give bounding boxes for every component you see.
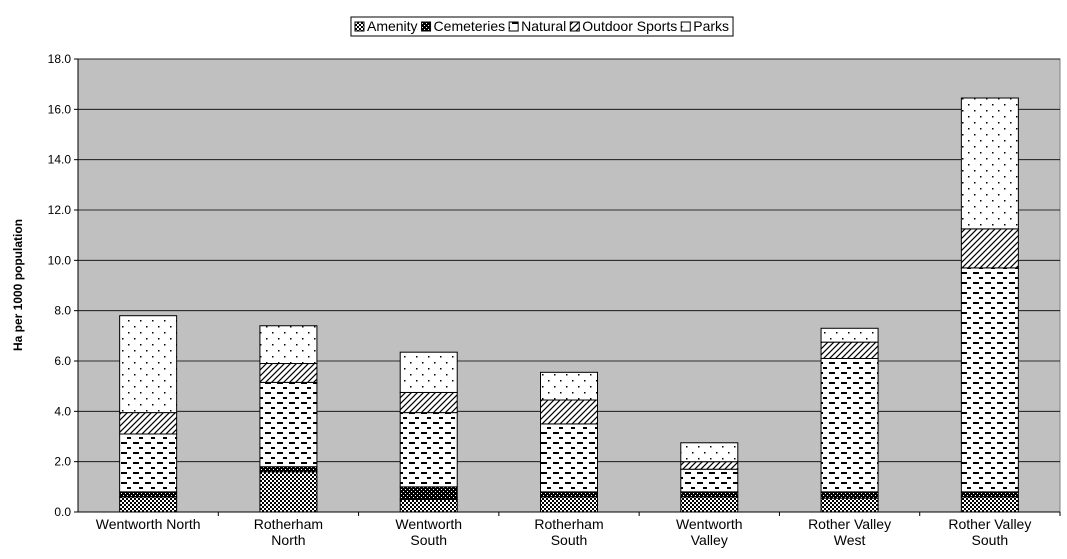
bar-segment — [119, 491, 178, 498]
y-tick-label: 12.0 — [48, 203, 72, 217]
bar-segment — [680, 442, 739, 463]
bar-segment — [119, 315, 178, 414]
bar-segment — [820, 357, 879, 493]
x-tick-label: Rother Valley West — [808, 516, 891, 548]
y-tick-label: 2.0 — [54, 455, 71, 469]
bar-segment — [820, 341, 879, 359]
legend-swatch — [680, 21, 691, 32]
bar-segment — [960, 267, 1019, 493]
legend-label: Outdoor Sports — [582, 18, 677, 34]
x-tick-label: Wentworth Valley — [676, 516, 743, 548]
bar-segment — [259, 381, 318, 468]
y-tick-label: 10.0 — [48, 253, 72, 267]
legend: Amenity Cemeteries Natural Outdoor Sports Pa… — [350, 16, 734, 37]
x-tick-label: Rotherham North — [254, 516, 323, 548]
bar-segment — [119, 433, 178, 493]
x-tick-label: Wentworth North — [96, 516, 201, 532]
y-tick-label: 16.0 — [48, 102, 72, 116]
y-tick-label: 4.0 — [54, 404, 71, 418]
bar-segment — [540, 371, 598, 401]
bar-segment — [399, 486, 458, 500]
bar-segment — [259, 325, 318, 365]
bar-segment — [399, 412, 458, 488]
bar-segment — [820, 327, 879, 343]
bar-segment — [960, 97, 1019, 230]
bar-segment — [540, 399, 598, 425]
bar-segment — [960, 228, 1019, 269]
bar-segment — [680, 468, 739, 493]
bar-segment — [119, 412, 178, 435]
bar-segment — [540, 491, 598, 498]
x-tick-label: Wentworth South — [395, 516, 462, 548]
y-tick-label: 14.0 — [48, 153, 72, 167]
bar-segment — [960, 491, 1019, 498]
y-tick-label: 18.0 — [48, 52, 72, 66]
bar-segment — [119, 496, 178, 513]
legend-label: Parks — [693, 18, 729, 34]
x-tick-label: Rotherham South — [534, 516, 603, 548]
legend-swatch — [354, 21, 365, 32]
bar-segment — [680, 491, 739, 498]
y-tick-label: 6.0 — [54, 354, 71, 368]
y-tick-label: 8.0 — [54, 304, 71, 318]
bar-segment — [259, 471, 318, 513]
y-tick-label: 0.0 — [54, 505, 71, 519]
bar-segment — [540, 423, 598, 493]
bar-segment — [259, 466, 318, 473]
bar-segment — [680, 461, 739, 470]
bar-segment — [399, 498, 458, 513]
bar-segment — [540, 496, 598, 513]
legend-label: Amenity — [367, 18, 418, 34]
bar-segment — [820, 497, 879, 513]
x-tick-label: Rother Valley South — [948, 516, 1031, 548]
bar-segment — [960, 496, 1019, 513]
legend-box — [350, 16, 734, 37]
bar-segment — [399, 351, 458, 393]
legend-label: Cemeteries — [434, 18, 506, 34]
legend-label: Natural — [521, 18, 566, 34]
bar-segment — [820, 491, 879, 499]
y-axis-label: Ha per 1000 population — [11, 219, 25, 351]
bar-segment — [399, 391, 458, 414]
legend-swatch — [421, 21, 432, 32]
bar-segment — [680, 496, 739, 513]
legend-swatch — [508, 21, 519, 32]
legend-swatch — [569, 21, 580, 32]
bar-segment — [259, 363, 318, 383]
